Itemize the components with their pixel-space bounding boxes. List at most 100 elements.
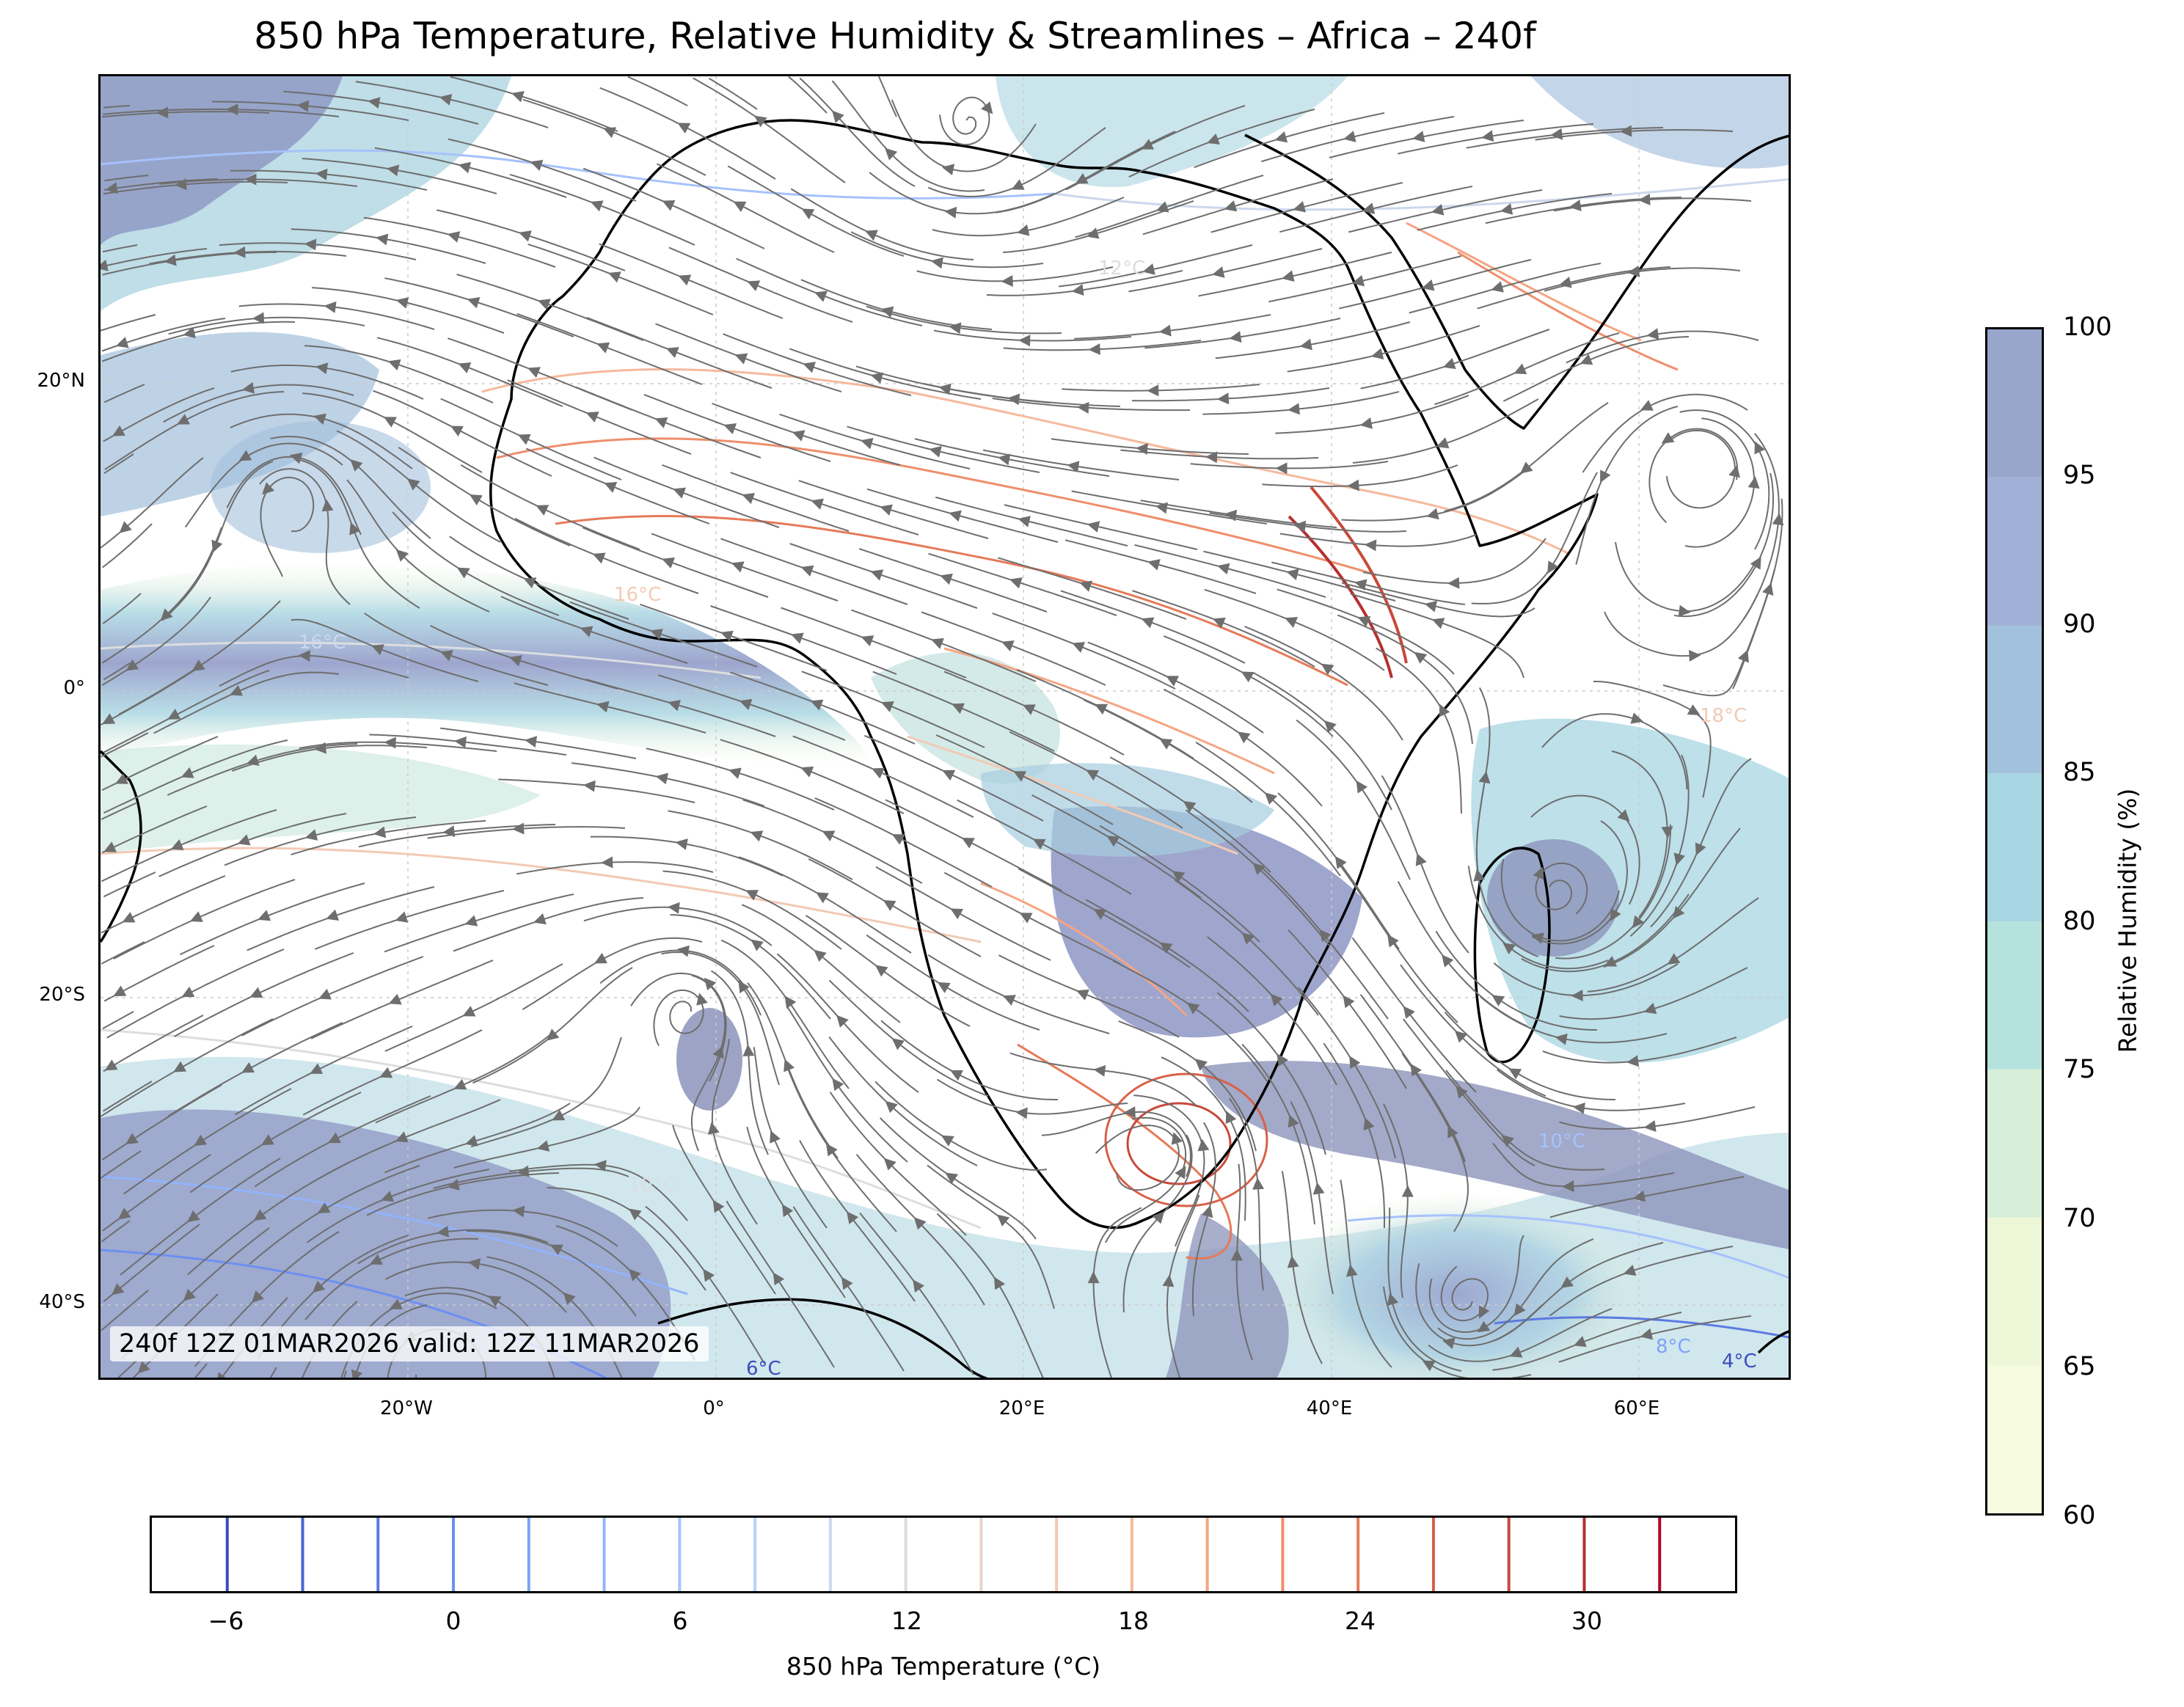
streamline-arrow bbox=[1086, 521, 1100, 533]
streamline bbox=[1075, 175, 1264, 238]
streamline bbox=[1323, 1042, 1386, 1228]
streamline bbox=[260, 476, 315, 577]
streamline bbox=[776, 953, 919, 1093]
rh-tick: 65 bbox=[2063, 1352, 2096, 1381]
streamline bbox=[1435, 930, 1597, 1031]
streamline bbox=[249, 1165, 420, 1265]
streamline-arrow bbox=[546, 1028, 560, 1041]
streamline bbox=[1387, 1207, 1462, 1372]
streamline-arrow bbox=[249, 987, 263, 998]
streamline bbox=[738, 856, 912, 954]
streamline bbox=[708, 77, 758, 110]
streamline-arrow bbox=[389, 1298, 403, 1309]
contour-label: 10°C bbox=[1538, 1130, 1585, 1152]
streamline bbox=[189, 1092, 362, 1194]
streamline bbox=[1253, 672, 1392, 811]
streamline-arrow bbox=[462, 1006, 476, 1017]
streamline-arrow bbox=[536, 505, 549, 516]
streamline-arrow bbox=[603, 127, 617, 139]
streamline-arrow bbox=[1293, 520, 1307, 533]
streamline-arrow bbox=[1673, 906, 1685, 919]
lat-label-0: 0° bbox=[63, 677, 85, 699]
streamline bbox=[269, 1367, 277, 1378]
streamline-arrow bbox=[1274, 131, 1288, 143]
streamline-arrow bbox=[160, 608, 173, 621]
streamline-arrow bbox=[1282, 270, 1295, 282]
streamline-arrow bbox=[104, 1059, 118, 1071]
streamline-arrow bbox=[310, 1063, 324, 1074]
streamline-arrow bbox=[662, 200, 676, 211]
streamline bbox=[103, 670, 270, 753]
streamline-arrow bbox=[1638, 193, 1651, 205]
streamline-arrow bbox=[313, 413, 326, 425]
streamline bbox=[1434, 332, 1620, 406]
streamline-arrow bbox=[832, 1078, 844, 1092]
streamline bbox=[1584, 1378, 1602, 1380]
streamline bbox=[741, 904, 901, 1023]
streamline-arrow bbox=[865, 230, 878, 241]
streamline bbox=[1131, 387, 1330, 402]
streamline-arrow bbox=[241, 1061, 255, 1073]
streamline-arrow bbox=[1077, 401, 1089, 414]
streamline bbox=[872, 670, 1055, 752]
map-panel[interactable]: 16°C 16°C 10°C 10°C 6°C 8°C 4°C 18°C 12°… bbox=[98, 74, 1791, 1380]
streamline bbox=[1244, 626, 1403, 741]
streamline bbox=[943, 871, 1121, 965]
streamline bbox=[1202, 391, 1400, 415]
streamline bbox=[1298, 987, 1396, 1159]
humidity-band bbox=[1987, 1365, 2042, 1513]
streamline bbox=[875, 866, 1051, 961]
streamline bbox=[885, 799, 1062, 891]
streamline bbox=[1194, 112, 1385, 169]
streamline-arrow bbox=[349, 522, 361, 536]
streamline-arrow bbox=[704, 977, 717, 991]
streamline-arrow bbox=[1501, 1135, 1514, 1147]
streamline bbox=[779, 413, 971, 469]
streamline-arrow bbox=[1001, 640, 1015, 652]
streamline bbox=[1134, 544, 1326, 598]
streamline bbox=[103, 739, 288, 814]
streamline-arrow bbox=[941, 164, 955, 176]
streamline bbox=[1403, 1018, 1535, 1166]
streamline-arrow bbox=[173, 1061, 187, 1072]
contour-labels: 16°C 16°C 10°C 10°C 6°C 8°C 4°C 18°C 12°… bbox=[299, 257, 1757, 1378]
streamline bbox=[507, 379, 692, 455]
streamline bbox=[516, 861, 714, 875]
streamline bbox=[1417, 193, 1613, 231]
streamline-arrow bbox=[1442, 954, 1454, 968]
streamline-arrow bbox=[1357, 616, 1371, 627]
streamline bbox=[153, 671, 340, 734]
streamline bbox=[224, 816, 417, 866]
contour-label: 4°C bbox=[1722, 1350, 1757, 1372]
streamline-arrow bbox=[238, 450, 252, 461]
streamline-arrow bbox=[1403, 1006, 1415, 1019]
streamline-arrow bbox=[1370, 348, 1384, 359]
streamline bbox=[1203, 550, 1396, 602]
streamline-arrow bbox=[1224, 200, 1238, 212]
rh-tick: 85 bbox=[2063, 758, 2096, 787]
streamline-arrow bbox=[194, 1134, 208, 1147]
streamline bbox=[1059, 244, 1253, 288]
streamline-arrow bbox=[1171, 1132, 1183, 1145]
streamline-arrow bbox=[712, 1199, 725, 1213]
streamline-arrow bbox=[122, 912, 136, 923]
streamline bbox=[1132, 590, 1315, 668]
streamline bbox=[304, 345, 494, 403]
streamline-arrow bbox=[1454, 1030, 1468, 1043]
streamline-arrow bbox=[351, 1369, 363, 1378]
streamline-arrow bbox=[949, 510, 962, 522]
streamline bbox=[299, 458, 420, 609]
streamline bbox=[103, 662, 131, 681]
streamline-arrow bbox=[369, 1254, 383, 1265]
streamline bbox=[101, 1290, 149, 1331]
streamline bbox=[1339, 259, 1532, 310]
streamline-arrow bbox=[800, 565, 814, 577]
streamline bbox=[781, 607, 967, 679]
streamline bbox=[1074, 314, 1271, 340]
streamline bbox=[1555, 825, 1671, 959]
streamline bbox=[957, 799, 1132, 895]
streamline-arrow bbox=[945, 1172, 959, 1185]
streamline-arrow bbox=[233, 246, 246, 258]
streamline-arrow bbox=[156, 106, 169, 119]
streamline bbox=[864, 734, 1044, 822]
